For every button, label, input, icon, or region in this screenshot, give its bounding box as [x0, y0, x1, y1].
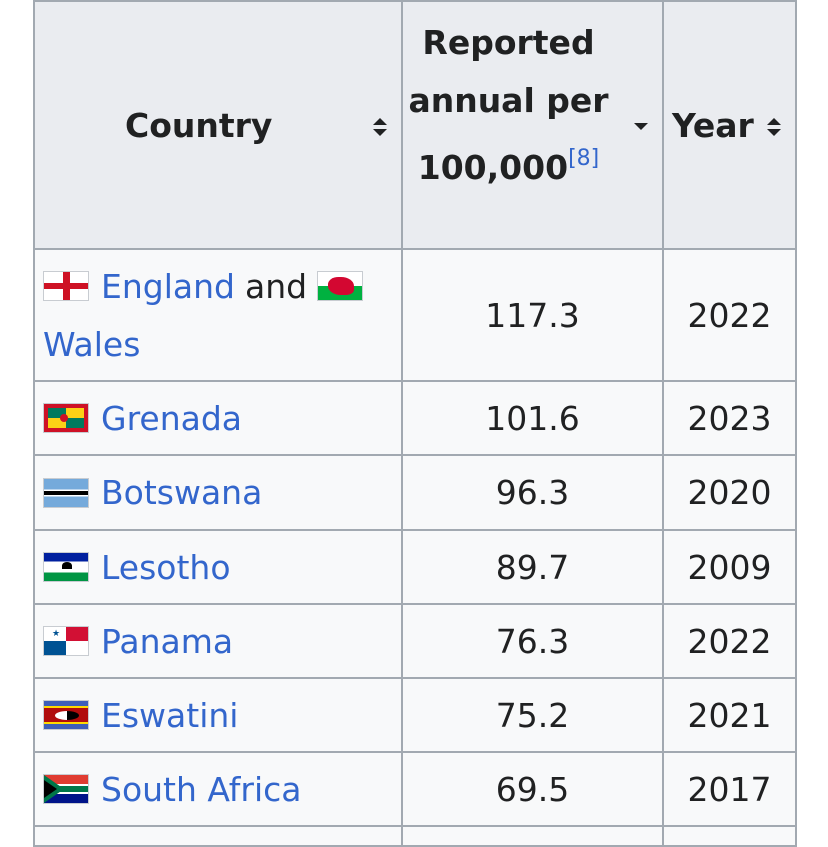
table-row: Grenada 101.6 2023: [33, 380, 797, 456]
year-cell: 2021: [662, 677, 797, 753]
year-cell: 2022: [662, 603, 797, 679]
panama-flag-icon[interactable]: ★ ★: [43, 626, 89, 656]
country-cell: Botswana: [33, 454, 403, 531]
sort-icon[interactable]: [767, 118, 781, 136]
country-link-grenada[interactable]: Grenada: [101, 398, 243, 438]
england-flag-icon[interactable]: [43, 271, 89, 301]
south-africa-flag-icon[interactable]: [43, 774, 89, 804]
table-row: Lesotho 89.7 2009: [33, 529, 797, 605]
country-link-panama[interactable]: Panama: [101, 621, 234, 661]
column-header-rate[interactable]: Reported annual per 100,000[8]: [401, 0, 664, 250]
country-cell: ★ ★ Panama: [33, 603, 403, 679]
country-link-south-africa[interactable]: South Africa: [101, 769, 302, 809]
column-header-rate-label: Reported annual per 100,000[8]: [403, 14, 614, 197]
country-link-lesotho[interactable]: Lesotho: [101, 547, 231, 587]
year-cell: 2023: [662, 380, 797, 456]
rate-cell: 69.5: [401, 751, 664, 827]
sort-descending-icon[interactable]: [634, 123, 648, 130]
conjunction-text: and: [244, 266, 308, 306]
column-header-country[interactable]: Country: [33, 0, 403, 250]
rate-cell: 76.3: [401, 603, 664, 679]
table-row: South Africa 69.5 2017: [33, 751, 797, 827]
column-header-year-label: Year: [672, 106, 754, 145]
rates-table: Country Reported annual per 100,000[8] Y…: [33, 0, 797, 847]
country-link-wales[interactable]: Wales: [43, 324, 141, 364]
year-cell: 2017: [662, 751, 797, 827]
rate-cell: 96.3: [401, 454, 664, 531]
country-cell: Lesotho: [33, 529, 403, 605]
table-row: Eswatini 75.2 2021: [33, 677, 797, 753]
rate-cell: [401, 825, 664, 847]
country-cell: South Africa: [33, 751, 403, 827]
column-header-country-label: Country: [125, 106, 273, 145]
country-link-england[interactable]: England: [101, 266, 235, 306]
rate-cell: 101.6: [401, 380, 664, 456]
country-cell: [33, 825, 403, 847]
citation-link[interactable]: [8]: [568, 146, 600, 171]
year-cell: 2009: [662, 529, 797, 605]
table-row: ★ ★ Panama 76.3 2022: [33, 603, 797, 679]
country-cell: England and Wales: [33, 248, 403, 382]
country-link-eswatini[interactable]: Eswatini: [101, 695, 239, 735]
sort-icon[interactable]: [373, 118, 387, 136]
year-cell: [662, 825, 797, 847]
rate-cell: 89.7: [401, 529, 664, 605]
column-header-rate-text: Reported annual per 100,000: [408, 23, 609, 187]
eswatini-flag-icon[interactable]: [43, 700, 89, 730]
wales-flag-icon[interactable]: [317, 271, 364, 301]
lesotho-flag-icon[interactable]: [43, 552, 89, 582]
table-row: England and Wales 117.3 2022: [33, 248, 797, 382]
country-cell: Eswatini: [33, 677, 403, 753]
grenada-flag-icon[interactable]: [43, 403, 89, 433]
table-row: Botswana 96.3 2020: [33, 454, 797, 531]
column-header-year[interactable]: Year: [662, 0, 797, 250]
rate-cell: 75.2: [401, 677, 664, 753]
botswana-flag-icon[interactable]: [43, 477, 89, 508]
year-cell: 2020: [662, 454, 797, 531]
country-link-botswana[interactable]: Botswana: [101, 473, 263, 512]
year-cell: 2022: [662, 248, 797, 382]
country-cell: Grenada: [33, 380, 403, 456]
table-row: [33, 825, 797, 847]
rate-cell: 117.3: [401, 248, 664, 382]
